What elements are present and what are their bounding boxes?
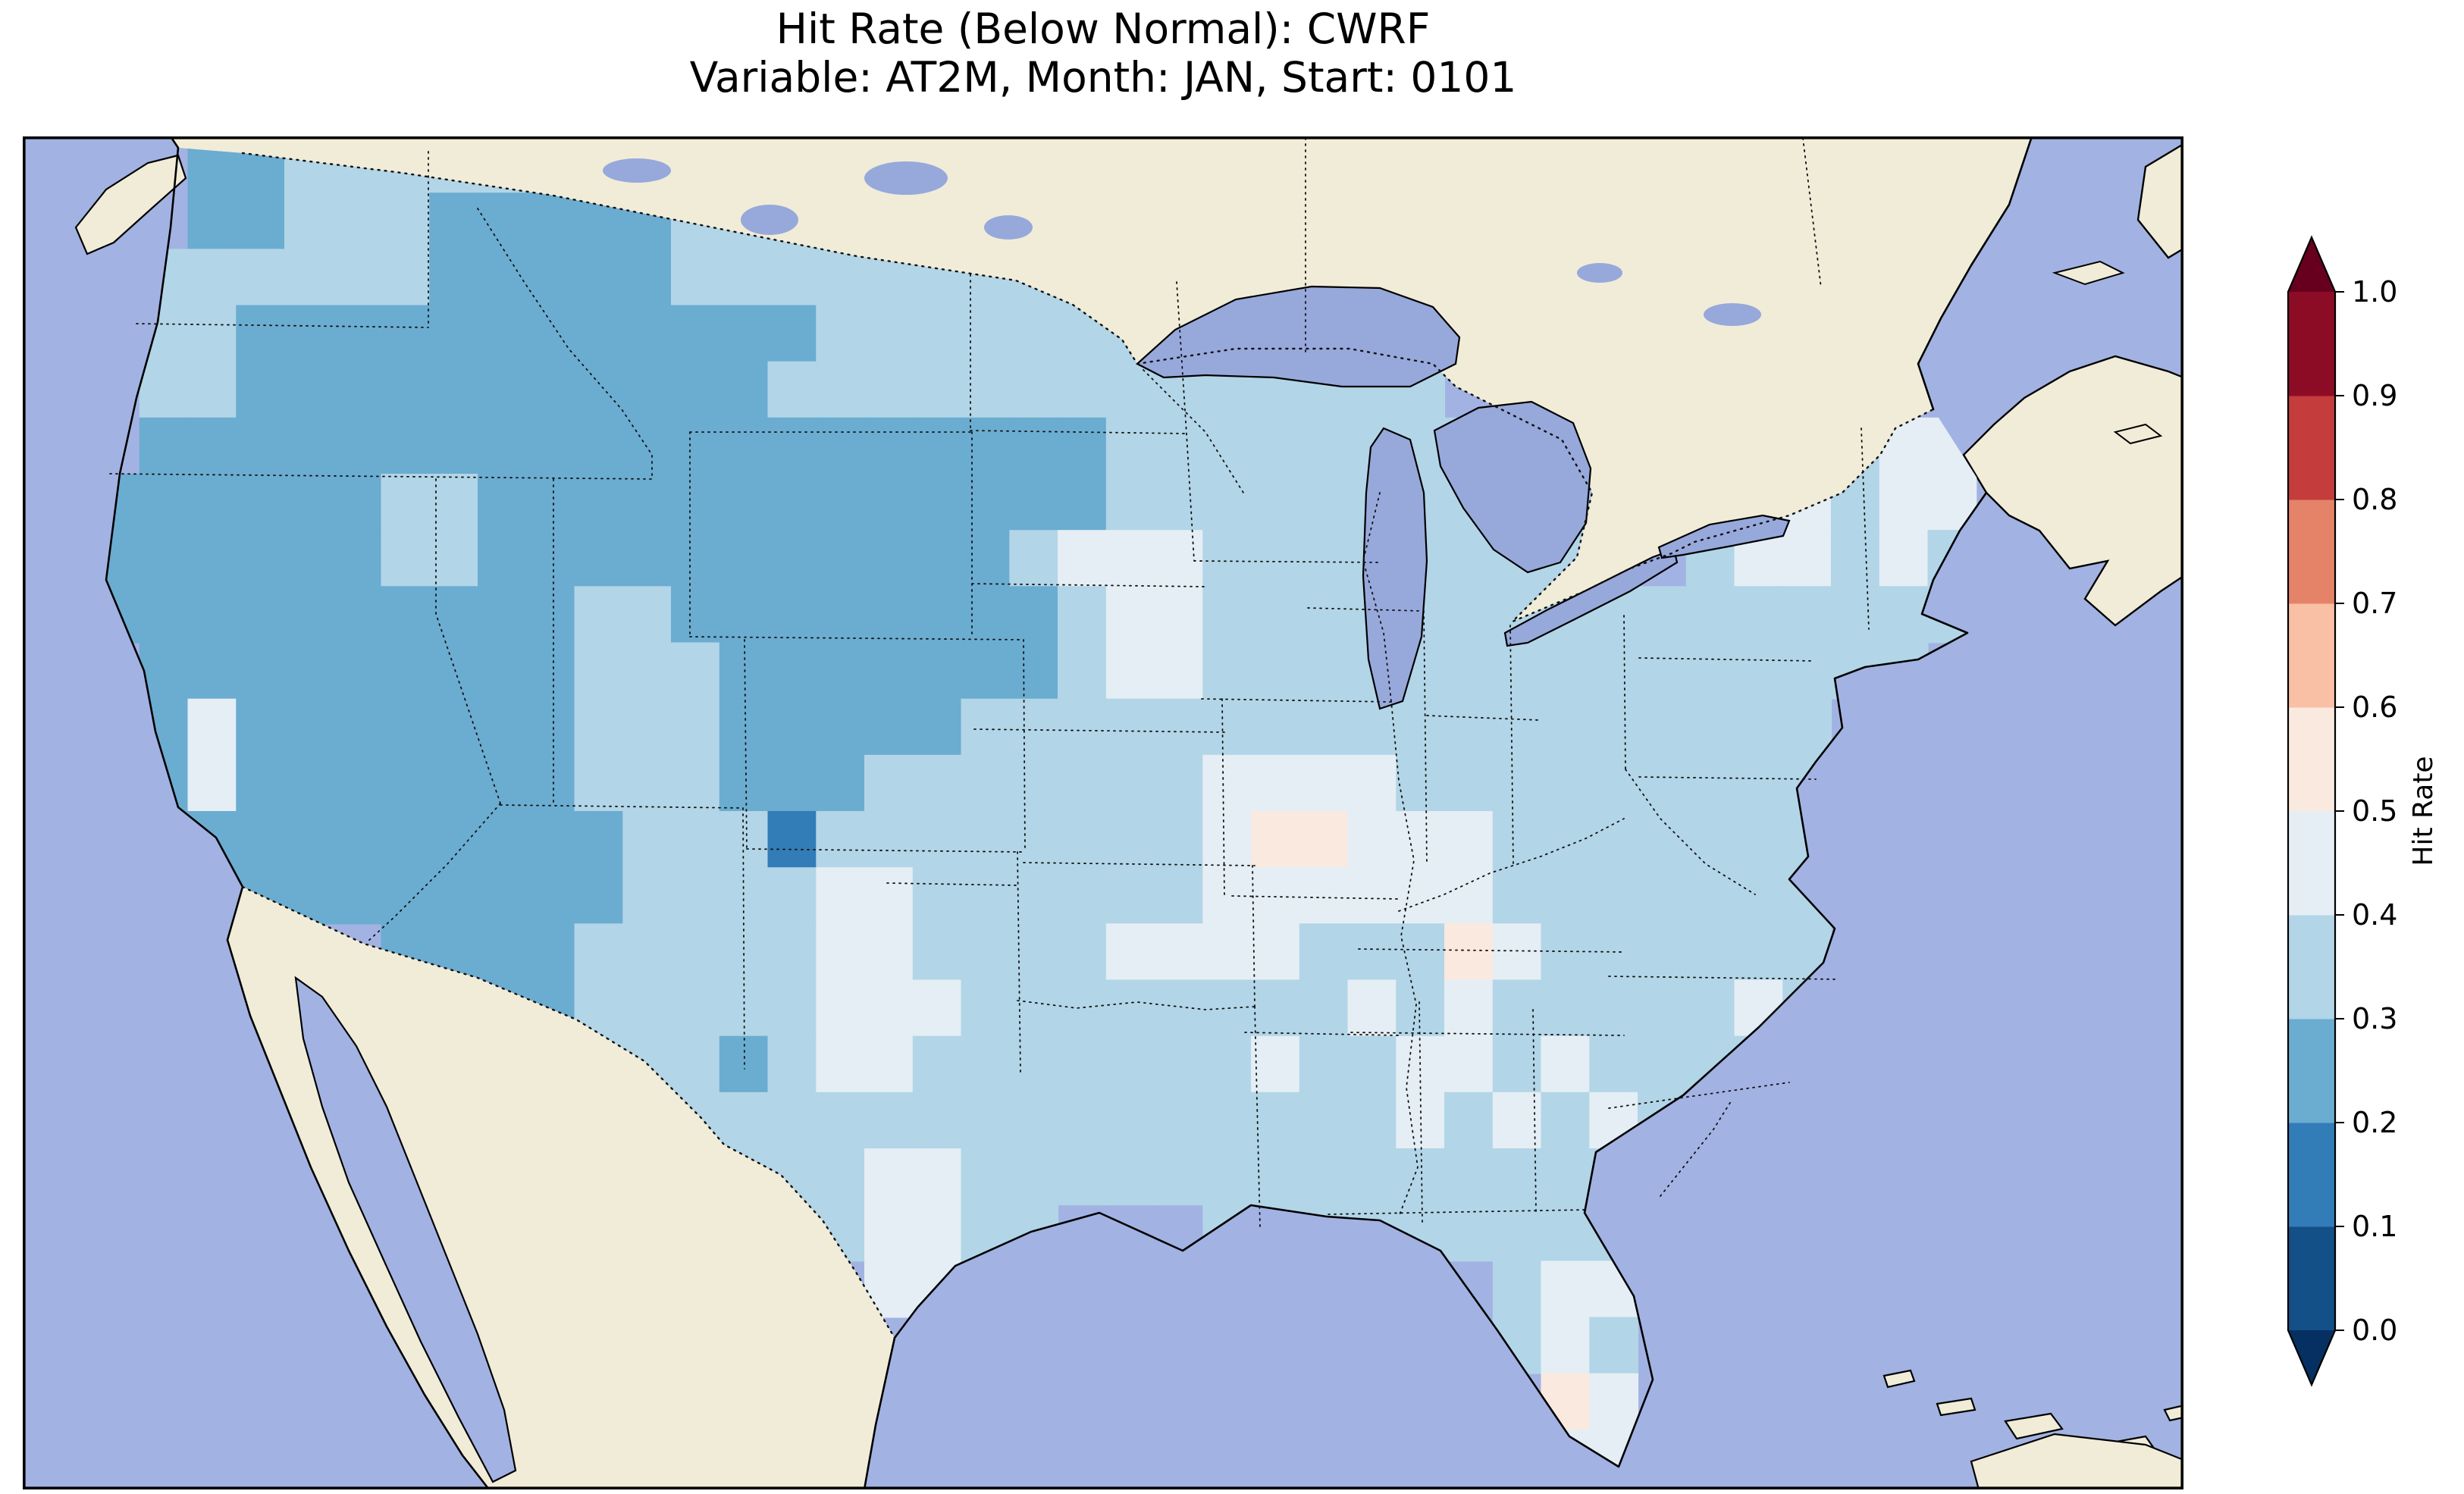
canada-lake-icon	[1704, 303, 1761, 326]
colorbar-tick-label: 0.7	[2352, 587, 2397, 620]
colorbar-tick-label: 0.4	[2352, 898, 2397, 932]
anticosti-island	[2052, 260, 2125, 286]
canada-lake-icon	[741, 205, 798, 235]
chart-title-block: Hit Rate (Below Normal): CWRF Variable: …	[23, 5, 2183, 102]
maritimes-landmass	[1962, 355, 2183, 627]
lake-superior	[1136, 285, 1461, 388]
bahama-island	[1882, 1369, 1916, 1389]
colorbar-tick-label: 0.9	[2352, 379, 2397, 412]
mexico-east-coastline	[863, 1336, 896, 1489]
lake-huron	[1433, 400, 1592, 574]
canada-lake-icon	[1577, 263, 1622, 283]
us-map	[23, 136, 2183, 1489]
us-mexico-border	[241, 885, 896, 1339]
canada-lake-icon	[603, 158, 671, 183]
gulf-of-california	[294, 976, 517, 1483]
canada-lake-icon	[984, 215, 1033, 240]
colorbar-axis-label: Hit Rate	[2408, 756, 2439, 866]
bahama-island	[2004, 1412, 2064, 1440]
chart-subtitle: Variable: AT2M, Month: JAN, Start: 0101	[689, 53, 1517, 102]
lake-ontario	[1657, 514, 1791, 559]
colorbar: 1.0 0.9 0.8 0.7 0.6 0.5 0.4 0.3 0.2 0.1 0.0 Hit Ra…	[2287, 235, 2439, 1387]
canada-lake-icon	[864, 161, 948, 195]
colorbar-scale	[2287, 235, 2337, 1387]
pacific-coastline	[105, 136, 491, 1489]
colorbar-tick-label: 0.2	[2352, 1106, 2397, 1139]
st-lawrence-coastline	[1917, 136, 2033, 411]
colorbar-ticks: 1.0 0.9 0.8 0.7 0.6 0.5 0.4 0.3 0.2 0.1 0.0	[2335, 275, 2397, 1347]
bahama-island	[1936, 1397, 1977, 1417]
colorbar-tick-label: 0.3	[2352, 1002, 2397, 1035]
state-borders	[109, 137, 1870, 1229]
colorbar-tick-label: 0.1	[2352, 1210, 2397, 1243]
canada-landmass	[171, 136, 2032, 622]
vancouver-island	[74, 154, 187, 255]
lake-michigan	[1362, 427, 1428, 710]
caribbean-islands	[1882, 1369, 2183, 1489]
newfoundland-island	[2136, 143, 2183, 259]
cuba-coast	[1970, 1433, 2183, 1489]
colorbar-tick-label: 0.6	[2352, 691, 2397, 724]
colorbar-tick-label: 0.5	[2352, 794, 2397, 828]
gulf-atlantic-coastline	[893, 491, 1988, 1468]
chart-title: Hit Rate (Below Normal): CWRF	[776, 5, 1431, 53]
us-canada-border	[241, 152, 1935, 623]
map-frame	[23, 136, 2183, 1489]
prince-edward-island	[2113, 423, 2163, 445]
colorbar-tick-label: 0.8	[2352, 483, 2397, 516]
colorbar-tick-label: 1.0	[2352, 275, 2397, 309]
great-lakes	[1136, 285, 1791, 710]
canada-lakes	[603, 158, 1761, 326]
colorbar-tick-label: 0.0	[2352, 1314, 2397, 1347]
